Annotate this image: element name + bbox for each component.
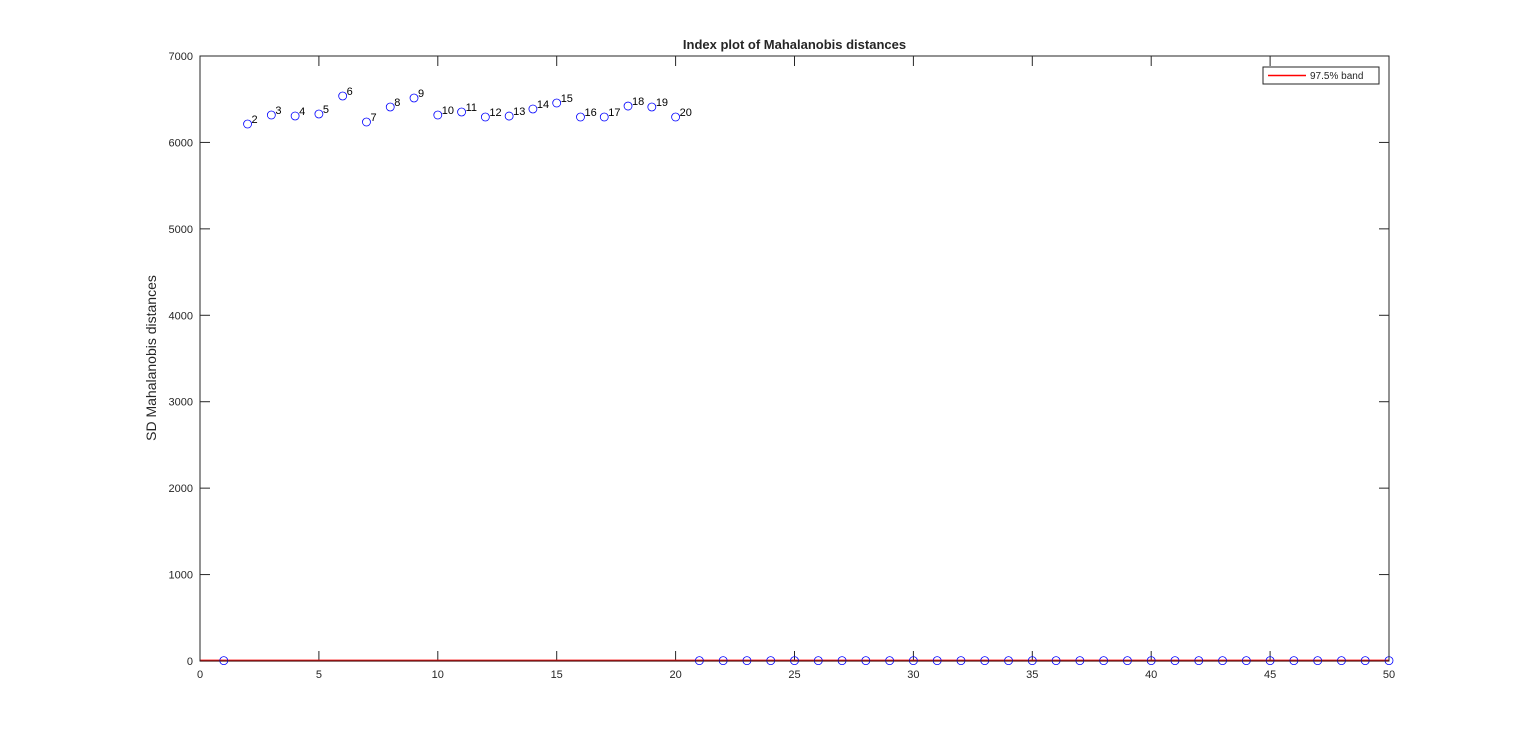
point-label: 17 — [608, 107, 620, 119]
point-label: 12 — [489, 107, 501, 119]
y-tick-label: 4000 — [169, 310, 193, 322]
point-label: 20 — [680, 107, 692, 119]
x-tick-label: 50 — [1383, 669, 1395, 681]
y-tick-label: 2000 — [169, 483, 193, 495]
y-axis-label: SD Mahalanobis distances — [143, 275, 159, 441]
data-point — [290, 111, 300, 121]
data-point — [576, 112, 585, 122]
point-label: 16 — [584, 107, 596, 119]
x-tick-label: 30 — [907, 669, 919, 681]
y-tick-label: 0 — [187, 656, 193, 668]
data-point — [338, 91, 348, 101]
point-label: 3 — [275, 105, 281, 117]
y-tick-label: 5000 — [169, 224, 193, 236]
legend-box — [1262, 66, 1380, 85]
point-label: 7 — [370, 112, 376, 124]
data-point — [266, 110, 276, 120]
point-label: 9 — [418, 88, 424, 100]
point-label: 4 — [299, 106, 305, 118]
data-point — [552, 98, 562, 108]
data-point — [671, 112, 680, 122]
data-point — [647, 102, 657, 112]
legend: 97.5% band — [1262, 66, 1380, 85]
data-point — [623, 101, 633, 111]
point-label: 6 — [347, 86, 353, 98]
point-label: 13 — [513, 106, 525, 118]
point-label: 19 — [656, 97, 668, 109]
x-tick-label: 0 — [197, 669, 203, 681]
x-tick-label: 10 — [432, 669, 444, 681]
y-tick-label: 3000 — [169, 397, 193, 409]
data-point — [243, 119, 252, 129]
x-tick-label: 20 — [669, 669, 681, 681]
x-tick-label: 45 — [1264, 669, 1276, 681]
point-label: 8 — [394, 97, 400, 109]
point-label: 10 — [442, 105, 454, 117]
x-tick-label: 40 — [1145, 669, 1157, 681]
data-point — [385, 102, 395, 112]
x-tick-label: 25 — [788, 669, 800, 681]
y-tick-label: 6000 — [169, 137, 193, 149]
data-point — [528, 104, 538, 114]
x-tick-label: 5 — [316, 669, 322, 681]
data-point — [362, 117, 371, 127]
y-tick-label: 7000 — [169, 51, 193, 63]
point-label: 11 — [466, 102, 477, 114]
data-point — [480, 112, 490, 122]
x-tick-label: 35 — [1026, 669, 1038, 681]
plot-area-frame — [199, 55, 1390, 662]
data-point — [599, 112, 609, 122]
x-tick-label: 15 — [551, 669, 563, 681]
point-label: 14 — [537, 99, 549, 111]
point-label: 2 — [252, 114, 258, 126]
legend-entry-band: 97.5% band — [1310, 71, 1363, 82]
data-point — [504, 111, 514, 121]
data-point — [314, 109, 324, 119]
y-tick-label: 1000 — [169, 570, 193, 582]
chart-title: Index plot of Mahalanobis distances — [683, 37, 906, 52]
point-label: 18 — [632, 96, 644, 108]
data-point — [457, 107, 466, 117]
data-point — [409, 93, 419, 103]
data-point — [433, 110, 443, 120]
point-label: 15 — [561, 93, 573, 105]
point-label: 5 — [323, 104, 329, 116]
